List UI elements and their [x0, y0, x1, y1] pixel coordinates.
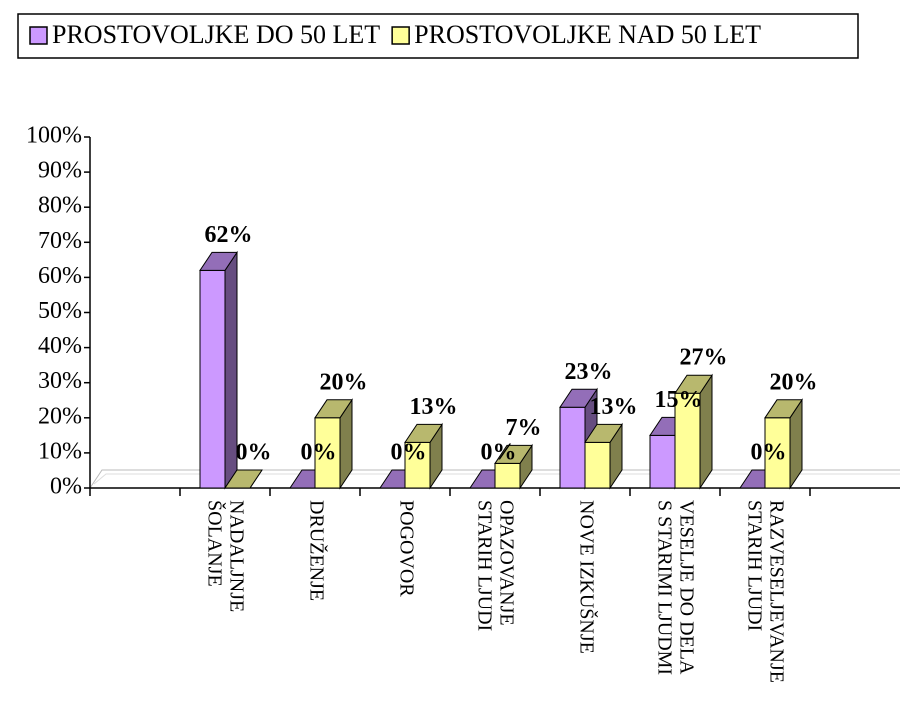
- y-tick-label: 50%: [38, 298, 82, 324]
- value-label: 20%: [320, 369, 368, 395]
- bar-top: [404, 423, 443, 443]
- value-label: 23%: [565, 359, 613, 385]
- bar-front: [584, 441, 611, 489]
- x-tick-label: STARIH LJUDI: [473, 500, 495, 631]
- y-tick-label: 20%: [38, 403, 82, 429]
- y-tick-label: 80%: [38, 193, 82, 219]
- bar: [674, 373, 713, 490]
- x-tick-label: POGOVOR: [395, 500, 417, 597]
- legend-box: [17, 13, 859, 59]
- legend-label: PROSTOVOLJKE DO 50 LET: [52, 20, 380, 49]
- x-tick-label: STARIH LJUDI: [743, 500, 765, 631]
- y-tick-label: 90%: [38, 158, 82, 184]
- y-tick-label: 100%: [26, 123, 82, 149]
- value-label: 0%: [751, 440, 787, 466]
- y-tick-label: 70%: [38, 228, 82, 254]
- value-label: 7%: [506, 415, 542, 441]
- bar: [494, 443, 533, 490]
- bar-top: [494, 444, 533, 464]
- bar-top: [199, 251, 238, 271]
- bar: [764, 398, 803, 490]
- legend-swatch: [29, 26, 48, 45]
- bar-front: [494, 462, 521, 489]
- x-tick-label: S STARIMI LJUDMI: [653, 500, 675, 675]
- y-tick-label: 60%: [38, 263, 82, 289]
- value-label: 0%: [391, 440, 427, 466]
- value-label: 62%: [205, 222, 253, 248]
- bar-top: [314, 399, 353, 419]
- value-label: 13%: [590, 394, 638, 420]
- y-tick-label: 0%: [50, 474, 82, 500]
- y-tick-label: 10%: [38, 438, 82, 464]
- x-tick-label: OPAZOVANJE: [495, 500, 517, 626]
- y-tick-label: 30%: [38, 368, 82, 394]
- x-tick-label: ŠOLANJE: [203, 500, 227, 587]
- x-tick-label: NADALJNJE: [225, 500, 247, 612]
- x-tick-label: NOVE IZKUŠNJE: [575, 500, 599, 654]
- bar-front: [559, 406, 586, 489]
- value-label: 20%: [770, 369, 818, 395]
- value-label: 0%: [481, 440, 517, 466]
- bar-top: [764, 399, 803, 419]
- bar-top: [559, 388, 598, 408]
- x-tick-label: VESELJE DO DELA: [675, 500, 697, 675]
- bar-top: [584, 423, 623, 443]
- bar: [199, 250, 238, 490]
- x-tick-label: DRUŽENJE: [305, 500, 328, 601]
- bar-front: [764, 417, 791, 489]
- value-label: 27%: [680, 345, 728, 371]
- legend-swatch: [391, 26, 410, 45]
- value-label: 15%: [655, 387, 703, 413]
- floor: [89, 469, 900, 489]
- bar-front: [674, 392, 701, 489]
- bar-top: [674, 374, 713, 394]
- bar: [584, 422, 623, 490]
- legend-label: PROSTOVOLJKE NAD 50 LET: [414, 20, 761, 49]
- y-tick-label: 40%: [38, 333, 82, 359]
- bar-front: [649, 434, 676, 489]
- value-label: 0%: [301, 440, 337, 466]
- bar: [224, 469, 263, 489]
- bar-front: [404, 441, 431, 489]
- bar-front: [199, 269, 226, 489]
- bar: [314, 398, 353, 490]
- floor: [93, 473, 900, 485]
- bar: [404, 422, 443, 490]
- bar-top: [224, 469, 263, 489]
- value-label: 13%: [410, 394, 458, 420]
- x-tick-label: RAZVESELJEVANJE: [765, 500, 787, 683]
- value-label: 0%: [236, 440, 272, 466]
